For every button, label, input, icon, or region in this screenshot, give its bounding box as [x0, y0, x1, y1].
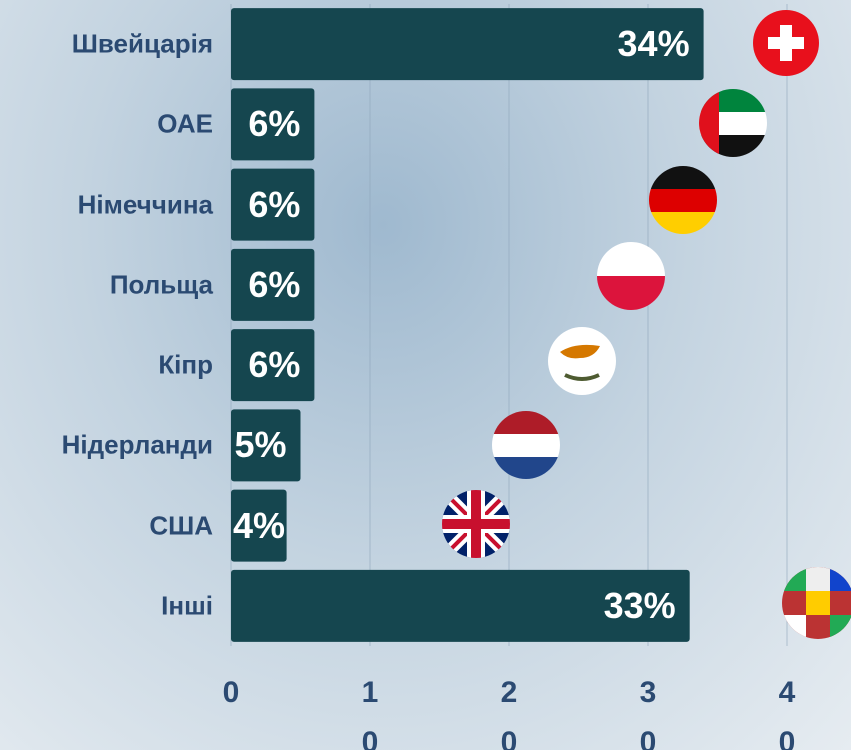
flag-switzerland	[753, 10, 819, 76]
bar	[231, 248, 315, 321]
value-label: 6%	[248, 183, 301, 225]
category-label: Нідерланди	[61, 429, 213, 460]
category-label: Інші	[161, 590, 213, 621]
category-label: Кіпр	[158, 349, 213, 380]
bar	[231, 168, 315, 241]
value-label: 4%	[233, 504, 286, 546]
bar	[231, 409, 301, 482]
flag-world	[782, 567, 851, 639]
x-tick-label: 10	[361, 676, 379, 750]
category-label: ОАЕ	[157, 108, 213, 139]
bar	[231, 569, 690, 642]
value-label: 34%	[617, 23, 690, 65]
category-label: Німеччина	[77, 189, 213, 220]
value-label: 6%	[248, 103, 301, 145]
x-tick-label: 40	[778, 676, 796, 750]
value-label: 5%	[234, 424, 287, 466]
flag-germany	[649, 166, 717, 234]
flag-cyprus	[548, 327, 616, 395]
flag-uk	[442, 490, 510, 558]
flag-poland	[597, 242, 665, 310]
category-label: Швейцарія	[71, 28, 213, 59]
flags	[442, 10, 851, 639]
flag-uae	[699, 89, 767, 157]
bar	[231, 489, 287, 562]
bar	[231, 88, 315, 161]
flag-netherlands	[492, 411, 560, 479]
bar	[231, 329, 315, 402]
value-label: 6%	[248, 344, 301, 386]
x-tick-label: 20	[500, 676, 518, 750]
value-label: 33%	[603, 584, 676, 626]
bar	[231, 8, 704, 81]
value-label: 6%	[248, 263, 301, 305]
x-tick-label: 30	[639, 676, 657, 750]
x-tick-label: 0	[222, 676, 240, 709]
category-label: Польща	[109, 269, 213, 300]
category-label: США	[149, 510, 213, 541]
